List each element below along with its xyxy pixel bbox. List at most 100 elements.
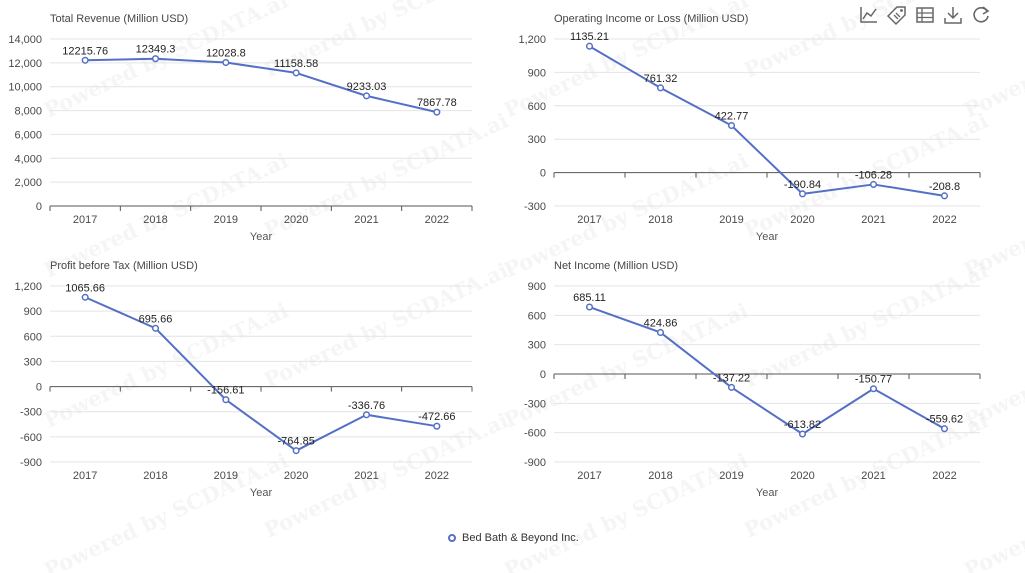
y-tick-label: -300 bbox=[524, 201, 546, 213]
data-point bbox=[292, 69, 300, 77]
y-tick-label: -600 bbox=[524, 428, 546, 440]
y-tick-label: 300 bbox=[528, 134, 546, 146]
data-point bbox=[362, 92, 371, 100]
refresh-icon[interactable] bbox=[970, 4, 992, 26]
y-tick-label: 0 bbox=[540, 369, 546, 381]
series-line bbox=[84, 296, 437, 452]
data-label: 695.66 bbox=[139, 313, 173, 325]
x-tick-label: 2019 bbox=[719, 470, 743, 482]
y-tick-label: 0 bbox=[36, 201, 42, 213]
chart-panel: Net Income (Million USD) -900 -600 -300 0 300… bbox=[524, 260, 981, 499]
chart-title: Net Income (Million USD) bbox=[554, 260, 678, 272]
y-tick-label: 1,200 bbox=[14, 281, 42, 293]
data-point bbox=[940, 425, 949, 433]
x-tick-label: 2019 bbox=[719, 214, 743, 226]
y-tick-label: 4,000 bbox=[14, 153, 42, 165]
data-label: 422.77 bbox=[715, 111, 749, 123]
data-point bbox=[869, 385, 878, 393]
download-icon[interactable] bbox=[942, 4, 964, 26]
x-tick-label: 2022 bbox=[425, 214, 449, 226]
x-tick-label: 2018 bbox=[143, 470, 167, 482]
data-label: 1065.66 bbox=[65, 282, 105, 294]
line-chart-icon[interactable] bbox=[858, 4, 880, 26]
x-axis-name: Year bbox=[250, 231, 273, 243]
data-point bbox=[81, 56, 89, 64]
data-label: -137.22 bbox=[713, 372, 750, 384]
y-tick-label: 12,000 bbox=[8, 58, 42, 70]
data-view-icon[interactable] bbox=[914, 4, 936, 26]
data-point bbox=[433, 108, 441, 116]
x-axis-name: Year bbox=[756, 487, 779, 499]
x-tick-label: 2019 bbox=[214, 214, 238, 226]
x-tick-label: 2017 bbox=[73, 470, 97, 482]
data-point bbox=[656, 328, 665, 337]
y-tick-label: 300 bbox=[24, 356, 42, 368]
y-tick-label: -300 bbox=[20, 407, 42, 419]
data-point bbox=[727, 383, 736, 391]
x-tick-label: 2018 bbox=[648, 214, 672, 226]
data-label: 761.32 bbox=[644, 73, 678, 85]
x-tick-label: 2021 bbox=[861, 214, 885, 226]
data-label: -764.85 bbox=[278, 436, 315, 448]
y-tick-label: 1,200 bbox=[518, 34, 546, 46]
y-tick-label: 600 bbox=[528, 310, 546, 322]
x-tick-label: 2021 bbox=[354, 214, 378, 226]
chart-panel: Total Revenue (Million USD) 0 2,000 4,000 6,… bbox=[8, 13, 473, 243]
y-tick-label: 6,000 bbox=[14, 129, 42, 141]
y-tick-label: -600 bbox=[20, 432, 42, 444]
chart-title: Profit before Tax (Million USD) bbox=[50, 260, 198, 272]
data-label: 685.11 bbox=[573, 292, 606, 304]
x-tick-label: 2019 bbox=[214, 470, 238, 482]
y-tick-label: 600 bbox=[528, 101, 546, 113]
data-label: 424.86 bbox=[644, 317, 678, 329]
data-point bbox=[656, 84, 665, 92]
x-tick-label: 2017 bbox=[73, 214, 97, 226]
x-tick-label: 2021 bbox=[861, 470, 885, 482]
y-tick-label: 900 bbox=[528, 281, 546, 293]
data-label: -336.76 bbox=[348, 400, 385, 412]
data-label: -150.77 bbox=[855, 374, 892, 386]
data-point bbox=[727, 121, 736, 130]
x-tick-label: 2022 bbox=[932, 214, 956, 226]
x-tick-label: 2020 bbox=[790, 214, 814, 226]
x-tick-label: 2018 bbox=[143, 214, 167, 226]
data-point bbox=[433, 422, 441, 430]
data-point bbox=[222, 396, 230, 404]
data-label: 1135.21 bbox=[570, 31, 609, 43]
data-label: 11158.58 bbox=[274, 58, 318, 70]
data-label: -613.82 bbox=[784, 419, 821, 431]
data-point bbox=[151, 324, 160, 332]
data-point bbox=[81, 293, 89, 301]
data-point bbox=[585, 303, 594, 311]
x-tick-label: 2020 bbox=[284, 214, 308, 226]
data-point bbox=[869, 180, 878, 188]
series-line bbox=[589, 306, 945, 436]
y-tick-label: 900 bbox=[24, 306, 42, 318]
y-tick-label: 900 bbox=[528, 67, 546, 79]
series-line bbox=[588, 45, 945, 197]
legend-item[interactable]: Bed Bath & Beyond Inc. bbox=[448, 530, 579, 546]
x-tick-label: 2017 bbox=[577, 214, 601, 226]
y-tick-label: 10,000 bbox=[8, 82, 42, 94]
series-line bbox=[85, 57, 438, 114]
y-tick-label: -300 bbox=[524, 398, 546, 410]
y-tick-label: 0 bbox=[36, 382, 42, 394]
data-label: 12215.76 bbox=[62, 45, 108, 57]
x-tick-label: 2021 bbox=[354, 470, 378, 482]
data-label: 9233.03 bbox=[347, 81, 387, 93]
x-tick-label: 2022 bbox=[932, 470, 956, 482]
data-label: -208.8 bbox=[929, 181, 960, 193]
data-point bbox=[292, 447, 300, 455]
x-tick-label: 2020 bbox=[790, 470, 814, 482]
data-label: 12028.8 bbox=[206, 48, 246, 60]
data-point bbox=[798, 190, 807, 198]
x-axis-name: Year bbox=[756, 231, 779, 243]
tag-icon[interactable] bbox=[886, 4, 908, 26]
data-point bbox=[940, 192, 949, 200]
x-tick-label: 2018 bbox=[648, 470, 672, 482]
chart-title: Operating Income or Loss (Million USD) bbox=[554, 13, 748, 25]
x-tick-label: 2022 bbox=[425, 470, 449, 482]
data-label: -472.66 bbox=[418, 411, 455, 423]
data-label: -190.84 bbox=[784, 179, 821, 191]
